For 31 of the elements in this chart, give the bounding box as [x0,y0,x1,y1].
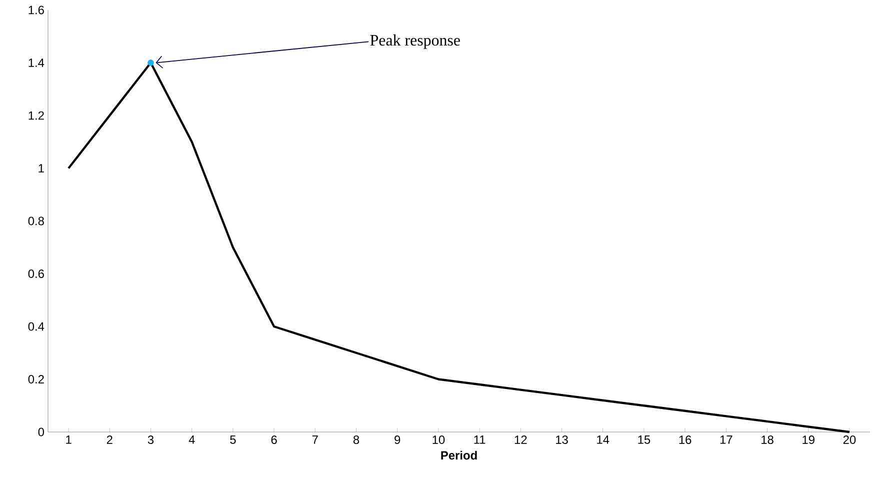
x-tick-label: 5 [230,436,236,444]
x-tick-label: 4 [188,436,195,444]
y-tick-label: 1.6 [28,6,44,14]
x-tick-label: 15 [638,436,650,444]
x-tick-label: 14 [597,436,610,444]
x-tick-label: 11 [474,436,486,444]
y-tick-label: 1.4 [28,58,44,67]
x-tick-label: 8 [353,436,360,444]
x-tick-label: 7 [312,436,318,444]
x-tick-label: 2 [106,436,112,444]
y-tick-label: 0.2 [28,375,44,384]
x-axis-title: Period [441,450,477,460]
x-tick-label: 6 [271,436,277,444]
y-tick-label: 1.2 [28,111,44,120]
x-tick-label: 12 [514,436,527,444]
x-tick-label: 17 [720,436,732,444]
x-tick-label: 19 [802,436,814,444]
x-tick-label: 13 [556,436,568,444]
x-tick-label: 16 [679,436,692,444]
y-tick-label: 0.8 [28,216,44,226]
y-tick-label: 0.4 [28,322,44,331]
x-tick-label: 10 [432,436,445,444]
y-tick-label: 0 [38,428,44,436]
y-tick-label: 1 [38,164,44,172]
x-tick-label: 3 [148,436,154,444]
y-tick-label: 0.6 [28,270,44,278]
x-tick-label: 1 [66,436,72,444]
x-tick-label: 20 [843,436,856,444]
x-tick-label: 18 [762,436,774,444]
annotation: Peak response [370,34,460,49]
x-tick-label: 9 [394,436,400,444]
